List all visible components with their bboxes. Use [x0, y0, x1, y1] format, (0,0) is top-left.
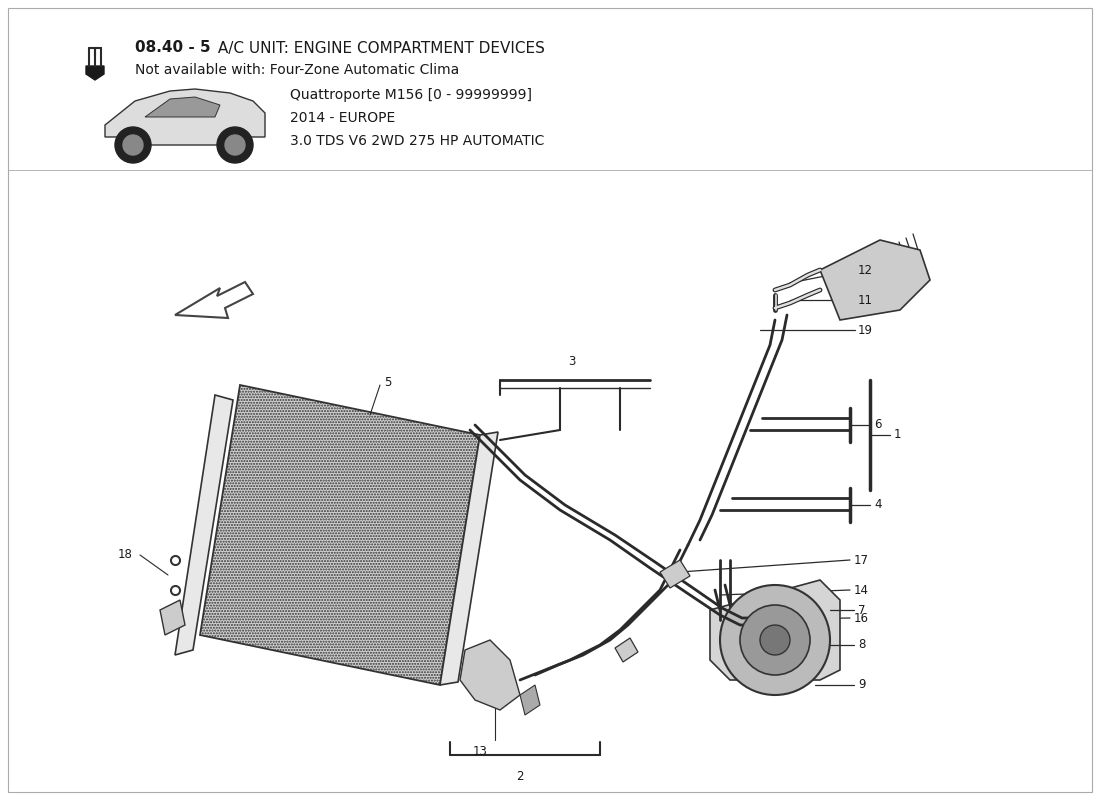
Circle shape	[123, 135, 143, 155]
Circle shape	[740, 605, 810, 675]
Text: 12: 12	[858, 263, 873, 277]
Polygon shape	[440, 432, 498, 685]
Text: 18: 18	[118, 549, 133, 562]
Text: Quattroporte M156 [0 - 99999999]: Quattroporte M156 [0 - 99999999]	[290, 88, 532, 102]
Polygon shape	[175, 395, 233, 655]
Polygon shape	[86, 66, 104, 80]
Polygon shape	[160, 600, 185, 635]
Text: 16: 16	[854, 611, 869, 625]
Text: 17: 17	[854, 554, 869, 566]
Circle shape	[226, 135, 245, 155]
Circle shape	[720, 585, 830, 695]
Text: 2: 2	[516, 770, 524, 783]
Polygon shape	[145, 97, 220, 117]
Circle shape	[760, 625, 790, 655]
Text: 3: 3	[569, 355, 575, 368]
Text: 19: 19	[858, 323, 873, 337]
Text: 8: 8	[858, 638, 866, 651]
Polygon shape	[820, 240, 930, 320]
Text: Not available with: Four-Zone Automatic Clima: Not available with: Four-Zone Automatic …	[135, 63, 460, 77]
Text: 11: 11	[858, 294, 873, 306]
Text: 13: 13	[473, 745, 487, 758]
Polygon shape	[660, 560, 690, 588]
Circle shape	[116, 127, 151, 163]
Circle shape	[217, 127, 253, 163]
Polygon shape	[460, 640, 520, 710]
Text: 6: 6	[874, 418, 881, 431]
Text: A/C UNIT: ENGINE COMPARTMENT DEVICES: A/C UNIT: ENGINE COMPARTMENT DEVICES	[213, 41, 544, 55]
Text: 2014 - EUROPE: 2014 - EUROPE	[290, 111, 395, 125]
Polygon shape	[200, 385, 480, 685]
Polygon shape	[710, 580, 840, 680]
Polygon shape	[104, 89, 265, 145]
Text: 9: 9	[858, 678, 866, 691]
Polygon shape	[175, 282, 253, 318]
Text: 4: 4	[874, 498, 881, 511]
Text: 08.40 - 5: 08.40 - 5	[135, 41, 210, 55]
Text: 7: 7	[858, 603, 866, 617]
Polygon shape	[520, 685, 540, 715]
Text: 1: 1	[894, 429, 902, 442]
Text: 14: 14	[854, 583, 869, 597]
Text: 3.0 TDS V6 2WD 275 HP AUTOMATIC: 3.0 TDS V6 2WD 275 HP AUTOMATIC	[290, 134, 544, 148]
Polygon shape	[615, 638, 638, 662]
Text: 5: 5	[384, 375, 392, 389]
